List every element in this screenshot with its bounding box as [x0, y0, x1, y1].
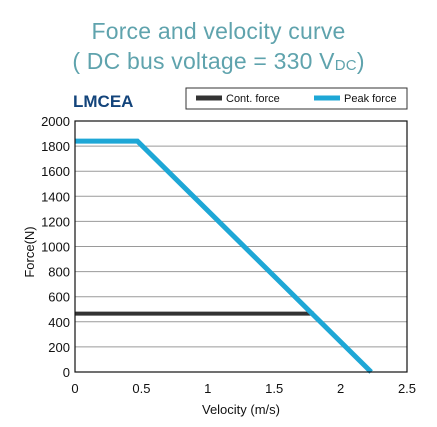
y-tick-label: 1600	[41, 164, 70, 179]
subtitle-suffix: )	[356, 48, 365, 74]
y-axis-label: Force(N)	[22, 226, 37, 277]
plot-frame	[74, 120, 408, 373]
x-axis-label: Velocity (m/s)	[202, 402, 280, 417]
y-tick-label: 1800	[41, 139, 70, 154]
y-tick-label: 800	[48, 265, 70, 280]
subtitle-prefix: ( DC bus voltage = 330 V	[72, 48, 335, 74]
x-tick-labels: 0 0.5 1 1.5 2 2.5	[71, 381, 416, 396]
y-tick-label: 2000	[41, 114, 70, 129]
x-tick-label: 0.5	[132, 381, 150, 396]
x-tick-label: 0	[71, 381, 78, 396]
legend-cont-force-label: Cont. force	[226, 93, 280, 105]
legend-peak-force-label: Peak force	[344, 93, 397, 105]
x-tick-label: 2.5	[398, 381, 416, 396]
peak-force-line	[75, 138, 373, 374]
legend-box	[185, 87, 408, 110]
y-tick-label: 400	[48, 315, 70, 330]
y-tick-label: 1200	[41, 214, 70, 229]
y-tick-label: 0	[63, 365, 70, 380]
x-tick-label: 1.5	[265, 381, 283, 396]
chart-subtitle: ( DC bus voltage = 330 VDC)	[0, 48, 437, 75]
legend: Cont. force Peak force	[185, 87, 408, 110]
y-tick-label: 1400	[41, 189, 70, 204]
x-tick-label: 2	[337, 381, 344, 396]
x-tick-label: 1	[204, 381, 211, 396]
y-tick-label: 200	[48, 340, 70, 355]
chart-title: Force and velocity curve	[91, 18, 346, 44]
y-tick-label: 1000	[41, 240, 70, 255]
y-tick-labels: 0 200 400 600 800 1000 1200 1400 1600 1800 2000	[41, 114, 70, 380]
subtitle-subscript: DC	[334, 57, 357, 74]
series-lines	[75, 138, 373, 374]
y-tick-label: 600	[48, 290, 70, 305]
grid-lines	[75, 145, 407, 348]
model-label: LMCEA	[73, 92, 134, 111]
